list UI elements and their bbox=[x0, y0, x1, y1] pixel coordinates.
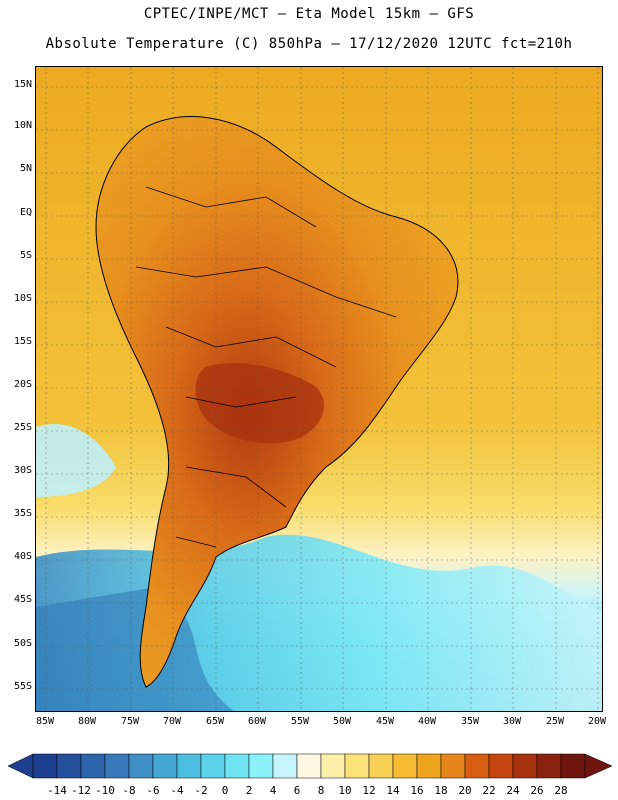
colorbar-label: 4 bbox=[269, 784, 277, 797]
temperature-map bbox=[35, 66, 603, 712]
lat-label-55s: 55S bbox=[13, 681, 32, 692]
colorbar-label: 22 bbox=[482, 784, 496, 797]
colorbar-label: 2 bbox=[245, 784, 253, 797]
colorbar-cell bbox=[176, 753, 202, 779]
cool-region-southwest bbox=[36, 423, 116, 497]
colorbar-cell bbox=[344, 753, 370, 779]
colorbar-label: -10 bbox=[95, 784, 115, 797]
colorbar-cell bbox=[200, 753, 226, 779]
lon-label-55w: 55W bbox=[290, 716, 310, 727]
colorbar-label: 14 bbox=[386, 784, 400, 797]
lon-label-85w: 85W bbox=[35, 716, 55, 727]
lon-label-70w: 70W bbox=[162, 716, 182, 727]
colorbar-cell bbox=[296, 753, 322, 779]
colorbar-label: 0 bbox=[221, 784, 229, 797]
colorbar-cell bbox=[272, 753, 298, 779]
colorbar-label: 28 bbox=[554, 784, 568, 797]
colorbar-label: 24 bbox=[506, 784, 520, 797]
colorbar-label: -6 bbox=[146, 784, 160, 797]
colorbar-label: 12 bbox=[362, 784, 376, 797]
colorbar-cell bbox=[32, 753, 58, 779]
colorbar-cell bbox=[128, 753, 154, 779]
colorbar-label: 26 bbox=[530, 784, 544, 797]
lon-label-40w: 40W bbox=[417, 716, 437, 727]
lon-label-35w: 35W bbox=[460, 716, 480, 727]
colorbar-cell bbox=[152, 753, 178, 779]
colorbar-cell bbox=[248, 753, 274, 779]
lat-label-10s: 10S bbox=[13, 293, 32, 304]
lon-label-30w: 30W bbox=[502, 716, 522, 727]
colorbar-label: -12 bbox=[71, 784, 91, 797]
lon-label-20w: 20W bbox=[587, 716, 607, 727]
lat-label-eq: EQ bbox=[19, 207, 32, 218]
colorbar-label: 10 bbox=[338, 784, 352, 797]
colorbar-cell bbox=[536, 753, 562, 779]
lat-label-5s: 5S bbox=[19, 250, 32, 261]
colorbar-label: 18 bbox=[434, 784, 448, 797]
lat-label-15s: 15S bbox=[13, 336, 32, 347]
lat-label-15n: 15N bbox=[13, 79, 32, 90]
lon-label-50w: 50W bbox=[332, 716, 352, 727]
lat-label-5n: 5N bbox=[19, 163, 32, 174]
colorbar-label: 20 bbox=[458, 784, 472, 797]
colorbar-cell bbox=[368, 753, 394, 779]
colorbar-label: -8 bbox=[122, 784, 136, 797]
colorbar-cell bbox=[104, 753, 130, 779]
lon-label-45w: 45W bbox=[375, 716, 395, 727]
colorbar-label: 16 bbox=[410, 784, 424, 797]
colorbar-label: 8 bbox=[317, 784, 325, 797]
lon-label-60w: 60W bbox=[247, 716, 267, 727]
colorbar-cell bbox=[416, 753, 442, 779]
colorbar bbox=[7, 753, 613, 779]
colorbar-low-arrow bbox=[7, 753, 34, 779]
lon-label-75w: 75W bbox=[120, 716, 140, 727]
colorbar-label: -14 bbox=[47, 784, 67, 797]
chart-title-line-2: Absolute Temperature (C) 850hPa – 17/12/… bbox=[45, 36, 573, 52]
lon-label-25w: 25W bbox=[545, 716, 565, 727]
lat-label-45s: 45S bbox=[13, 594, 32, 605]
colorbar-cell bbox=[560, 753, 586, 779]
country-borders bbox=[135, 186, 397, 548]
colorbar-cell bbox=[440, 753, 466, 779]
lat-label-50s: 50S bbox=[13, 638, 32, 649]
colorbar-cell bbox=[224, 753, 250, 779]
colorbar-cell bbox=[392, 753, 418, 779]
colorbar-cell bbox=[56, 753, 82, 779]
lat-label-25s: 25S bbox=[13, 422, 32, 433]
lon-label-65w: 65W bbox=[205, 716, 225, 727]
colorbar-high-arrow bbox=[584, 753, 613, 779]
colorbar-cell bbox=[488, 753, 514, 779]
colorbar-cell bbox=[320, 753, 346, 779]
chart-title-line-1: CPTEC/INPE/MCT – Eta Model 15km – GFS bbox=[143, 6, 475, 22]
colorbar-label: -2 bbox=[194, 784, 208, 797]
colorbar-cell bbox=[80, 753, 106, 779]
lat-label-30s: 30S bbox=[13, 465, 32, 476]
colorbar-cell bbox=[464, 753, 490, 779]
lat-label-40s: 40S bbox=[13, 551, 32, 562]
colorbar-label: -4 bbox=[170, 784, 184, 797]
colorbar-cell bbox=[512, 753, 538, 779]
colorbar-label: 6 bbox=[293, 784, 301, 797]
lon-label-80w: 80W bbox=[77, 716, 97, 727]
lat-label-35s: 35S bbox=[13, 508, 32, 519]
lat-label-20s: 20S bbox=[13, 379, 32, 390]
lat-label-10n: 10N bbox=[13, 120, 32, 131]
